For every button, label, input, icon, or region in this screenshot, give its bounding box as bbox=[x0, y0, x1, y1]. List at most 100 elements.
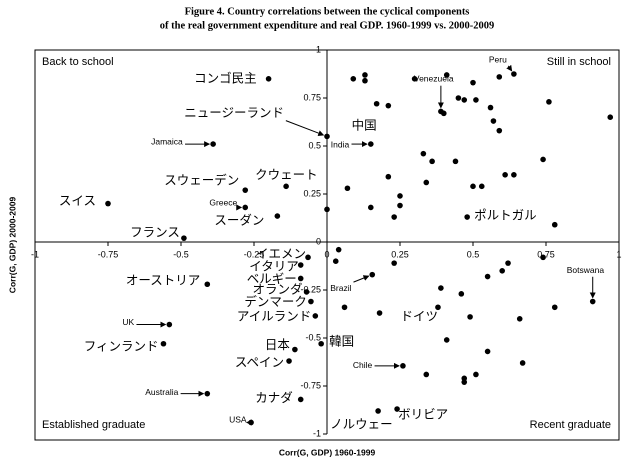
chart-subtitle: of the real government expenditure and r… bbox=[160, 20, 494, 31]
point-label: ボリビア bbox=[398, 407, 448, 422]
point bbox=[470, 183, 476, 190]
quadrant-label: Back to school bbox=[42, 56, 114, 68]
point bbox=[546, 99, 552, 105]
y-tick-label: 1 bbox=[316, 44, 321, 54]
y-tick-label: -0.5 bbox=[305, 332, 321, 342]
point bbox=[324, 206, 330, 213]
point-label: カナダ bbox=[255, 390, 293, 405]
point-label: フィンランド bbox=[84, 338, 159, 353]
point-label: ベルギー bbox=[247, 271, 297, 286]
point-label: クウェート bbox=[255, 167, 318, 182]
point bbox=[484, 348, 491, 355]
y-tick-label: -0.25 bbox=[300, 284, 321, 294]
x-axis-title: Corr(G, GDP) 1960-1999 bbox=[279, 447, 376, 457]
point bbox=[391, 214, 397, 220]
point bbox=[478, 183, 485, 190]
point bbox=[502, 172, 508, 178]
point bbox=[166, 321, 173, 328]
point bbox=[411, 76, 418, 82]
y-tick-label: -1 bbox=[313, 428, 321, 438]
point-label: ニュージーランド bbox=[184, 105, 284, 120]
point bbox=[305, 254, 311, 261]
point bbox=[318, 340, 324, 347]
point-label: ノルウェー bbox=[330, 416, 393, 431]
chart-title: Figure 4. Country correlations between t… bbox=[185, 6, 470, 17]
point-label: アイルランド bbox=[237, 308, 311, 323]
point bbox=[286, 358, 292, 364]
point bbox=[303, 289, 310, 295]
point bbox=[443, 72, 450, 78]
point-label: スーダン bbox=[214, 213, 264, 228]
point bbox=[420, 150, 427, 157]
point bbox=[369, 271, 376, 278]
point bbox=[308, 298, 314, 305]
point-label: オランダ bbox=[253, 281, 303, 296]
quadrant-label: Still in school bbox=[547, 56, 611, 68]
point bbox=[368, 204, 374, 211]
point bbox=[511, 71, 517, 77]
point bbox=[292, 346, 298, 353]
point bbox=[473, 371, 479, 378]
y-tick-label: -0.75 bbox=[300, 380, 321, 390]
point-label: Botswana bbox=[567, 265, 605, 275]
point bbox=[373, 100, 380, 107]
point bbox=[397, 202, 403, 209]
point-label: ドイツ bbox=[401, 309, 439, 324]
point bbox=[423, 179, 430, 186]
point-label: 中国 bbox=[352, 117, 377, 132]
point bbox=[274, 213, 281, 219]
point bbox=[540, 254, 546, 261]
point-label: Venezuela bbox=[414, 74, 454, 84]
point bbox=[375, 408, 381, 414]
x-tick-label: 1 bbox=[616, 249, 621, 259]
point-label: デンマーク bbox=[244, 294, 307, 309]
x-tick-label: 0.5 bbox=[467, 249, 480, 259]
point bbox=[362, 77, 368, 84]
point bbox=[484, 273, 491, 280]
point bbox=[324, 133, 330, 140]
point bbox=[350, 76, 357, 82]
point bbox=[589, 298, 596, 305]
point bbox=[297, 262, 304, 268]
point bbox=[204, 281, 211, 288]
point bbox=[341, 304, 348, 311]
x-tick-label: -0.5 bbox=[173, 249, 189, 259]
point bbox=[467, 314, 473, 320]
point-label: 日本 bbox=[265, 337, 291, 352]
point bbox=[473, 97, 479, 103]
point-label: ポルトガル bbox=[474, 208, 537, 223]
point-label: India bbox=[331, 139, 350, 149]
x-tick-label: -0.75 bbox=[98, 249, 119, 259]
point bbox=[376, 310, 383, 316]
point-label: Chile bbox=[353, 360, 373, 370]
point bbox=[505, 260, 511, 266]
point bbox=[385, 173, 392, 180]
point-label: スペイン bbox=[235, 355, 284, 370]
point-label: イタリア bbox=[249, 259, 299, 274]
point-label: スウェーデン bbox=[164, 173, 239, 188]
point bbox=[385, 102, 392, 109]
point bbox=[312, 313, 319, 319]
y-tick-label: 0.5 bbox=[308, 140, 321, 150]
point bbox=[452, 158, 459, 165]
point bbox=[487, 104, 494, 111]
point-label: スイス bbox=[59, 193, 96, 208]
point bbox=[160, 340, 167, 347]
y-tick-label: 0.25 bbox=[303, 188, 321, 198]
point-label: USA bbox=[229, 415, 247, 425]
quadrant-label: Recent graduate bbox=[530, 419, 611, 431]
x-tick-label: -0.25 bbox=[244, 249, 265, 259]
point-label: 韓国 bbox=[329, 333, 354, 348]
point bbox=[464, 214, 470, 220]
point bbox=[496, 74, 503, 80]
point bbox=[607, 114, 614, 120]
point bbox=[204, 390, 211, 397]
point bbox=[490, 118, 497, 124]
point-label: コンゴ民主 bbox=[194, 70, 257, 85]
point bbox=[551, 221, 558, 228]
point bbox=[248, 419, 254, 426]
point-label: オーストリア bbox=[126, 273, 200, 288]
point bbox=[458, 291, 465, 297]
point bbox=[181, 235, 187, 241]
